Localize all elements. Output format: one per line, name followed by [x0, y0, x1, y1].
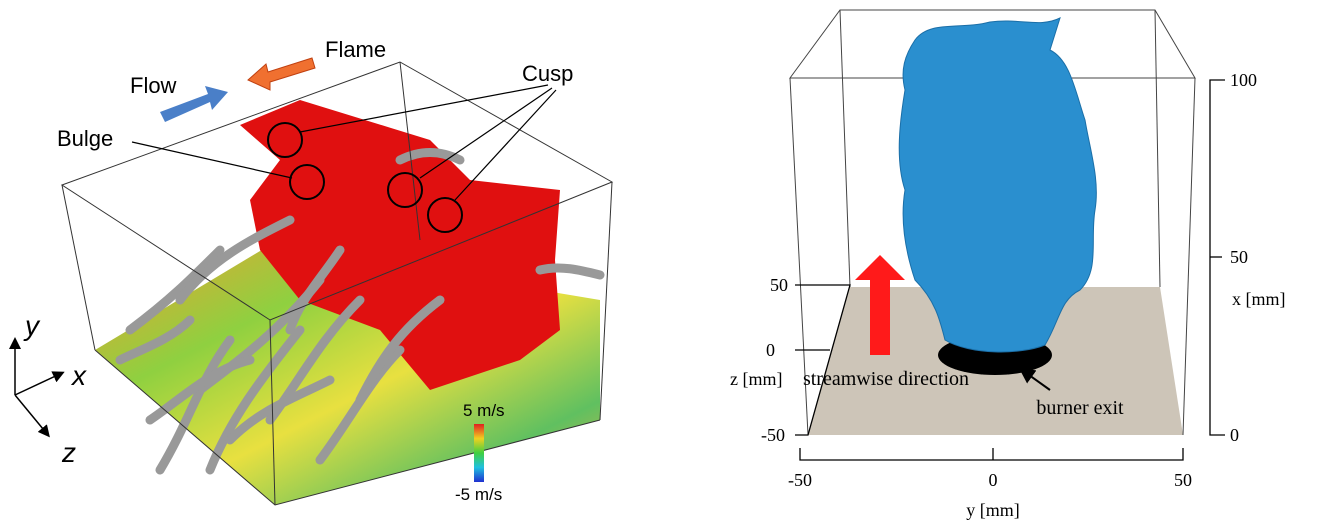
axis-label: z [61, 437, 76, 468]
tick-label: 50 [1174, 470, 1192, 490]
tick-label: 50 [1230, 247, 1248, 267]
label: Flow [130, 73, 177, 98]
tick-label: -50 [761, 425, 785, 445]
axis-icon [15, 340, 62, 435]
tick-label: -50 [788, 470, 812, 490]
colorbar [474, 424, 484, 482]
label: Flame [325, 37, 386, 62]
colorbar-label: -5 m/s [455, 485, 502, 504]
axis-label: y [23, 310, 41, 341]
label: Cusp [522, 61, 573, 86]
left-panel: Flow Flame Cusp Bulge y x z 5 m/s -5 m/s [15, 37, 612, 505]
flame-arrow [248, 58, 315, 90]
annotation: burner exit [1036, 397, 1124, 419]
axis-label: x [70, 360, 87, 391]
annotation: streamwise direction [803, 368, 969, 390]
figure: Flow Flame Cusp Bulge y x z 5 m/s -5 m/s… [0, 0, 1331, 524]
label: Bulge [57, 126, 113, 151]
axis-title: z [mm] [730, 369, 782, 389]
right-panel: streamwise direction burner exit 100 50 … [730, 10, 1286, 520]
colorbar-label: 5 m/s [463, 401, 505, 420]
tick-label: 0 [766, 340, 775, 360]
tick-label: 50 [770, 275, 788, 295]
axis-title: x [mm] [1232, 289, 1286, 309]
axis-title: y [mm] [966, 500, 1020, 520]
tick-label: 0 [989, 470, 998, 490]
tick-label: 0 [1230, 425, 1239, 445]
tick-label: 100 [1230, 70, 1257, 90]
